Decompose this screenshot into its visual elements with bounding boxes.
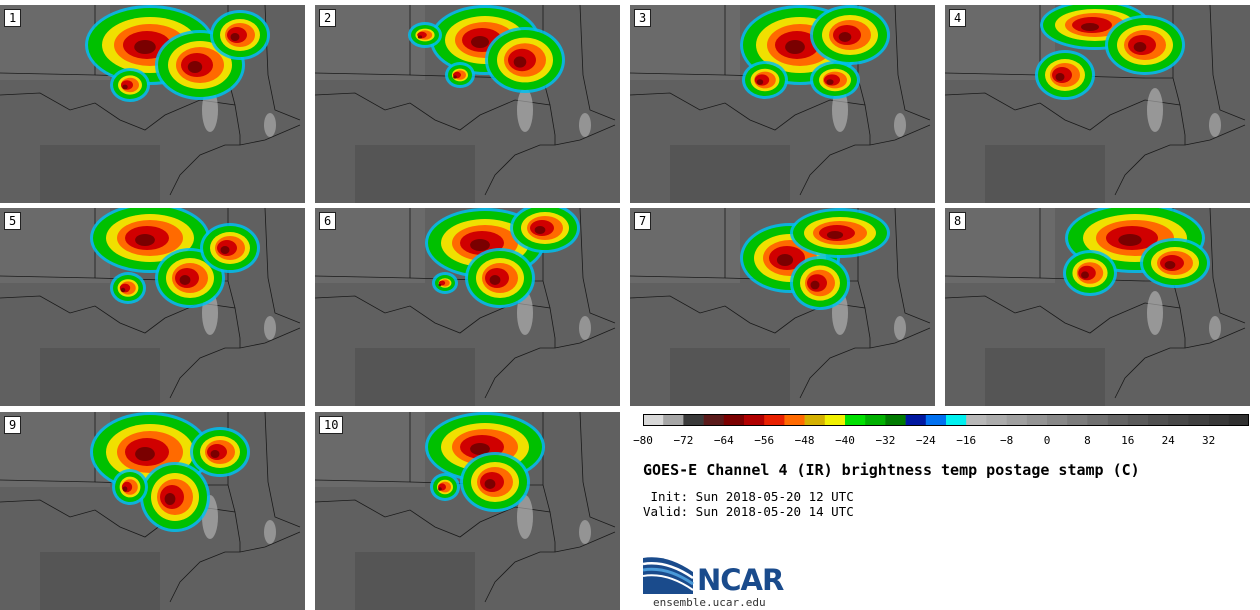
ir-satellite-map <box>315 208 620 406</box>
colorbar-swatch <box>925 414 947 426</box>
colorbar-tick-label: −32 <box>875 434 896 447</box>
colorbar-swatch <box>804 414 826 426</box>
member-number: 4 <box>949 9 967 27</box>
colorbar-swatch <box>824 414 846 426</box>
ir-satellite-map <box>630 5 935 203</box>
colorbar-tick-label: 8 <box>1084 434 1091 447</box>
colorbar-tick-label: −72 <box>673 434 694 447</box>
colorbar-swatch <box>966 414 987 426</box>
colorbar-swatch <box>865 414 886 426</box>
ensemble-member-panel: 2 <box>315 5 620 203</box>
colorbar-swatch <box>1188 414 1209 426</box>
ir-satellite-map <box>0 5 305 203</box>
colorbar-tick-label: −16 <box>956 434 977 447</box>
member-number: 2 <box>319 9 337 27</box>
colorbar-swatch <box>1208 414 1230 426</box>
colorbar-swatch <box>1006 414 1028 426</box>
colorbar-swatch <box>905 414 927 426</box>
colorbar-tick-label: −56 <box>754 434 775 447</box>
member-number: 7 <box>634 212 652 230</box>
ir-satellite-map <box>630 208 935 406</box>
figure-title: GOES-E Channel 4 (IR) brightness temp po… <box>643 461 1140 479</box>
colorbar-swatch <box>723 414 745 426</box>
ir-satellite-map <box>0 412 305 610</box>
temperature-colorbar <box>643 414 1249 426</box>
colorbar-swatch <box>1228 414 1249 426</box>
colorbar-tick-label: −40 <box>835 434 855 447</box>
ncar-logo-icon <box>643 557 694 594</box>
ensemble-member-panel: 10 <box>315 412 620 610</box>
colorbar-tick-label: 32 <box>1201 434 1216 447</box>
colorbar-swatch <box>764 414 785 426</box>
colorbar-swatch <box>845 414 866 426</box>
colorbar-swatch <box>1127 414 1149 426</box>
ensemble-member-panel: 5 <box>0 208 305 406</box>
colorbar-swatch <box>946 414 967 426</box>
colorbar-swatch <box>1148 414 1169 426</box>
colorbar-swatch <box>885 414 906 426</box>
colorbar-swatch <box>1087 414 1108 426</box>
valid-time: Valid: Sun 2018-05-20 14 UTC <box>643 504 854 519</box>
colorbar-swatch <box>663 414 684 426</box>
colorbar-tick-label: −8 <box>999 434 1014 447</box>
colorbar-swatch <box>703 414 725 426</box>
colorbar-tick-label: 16 <box>1121 434 1135 447</box>
colorbar-tick-label: 0 <box>1043 434 1051 447</box>
colorbar-tick-label: 24 <box>1161 434 1175 447</box>
ncar-logo-text: NCAR <box>697 563 784 597</box>
member-number: 8 <box>949 212 967 230</box>
colorbar-swatch <box>1067 414 1088 426</box>
colorbar-swatch <box>1026 414 1048 426</box>
colorbar-tick-label: −64 <box>713 434 734 447</box>
colorbar-tick-label: −80 <box>633 434 653 447</box>
colorbar-tick-label: −24 <box>915 434 936 447</box>
member-number: 1 <box>4 9 22 27</box>
member-number: 10 <box>319 416 344 434</box>
ir-satellite-map <box>945 208 1250 406</box>
ensemble-member-panel: 6 <box>315 208 620 406</box>
colorbar-swatch <box>744 414 765 426</box>
member-number: 5 <box>4 212 22 230</box>
member-number: 9 <box>4 416 22 434</box>
ensemble-member-panel: 1 <box>0 5 305 203</box>
ensemble-member-panel: 8 <box>945 208 1250 406</box>
ensemble-url: ensemble.ucar.edu <box>653 596 766 609</box>
colorbar-swatch <box>643 414 664 426</box>
colorbar-swatch <box>1107 414 1129 426</box>
ir-satellite-map <box>315 5 620 203</box>
ir-satellite-map <box>315 412 620 610</box>
ensemble-member-panel: 7 <box>630 208 935 406</box>
colorbar-tick-label: −48 <box>794 434 815 447</box>
colorbar-swatch <box>683 414 704 426</box>
ensemble-member-panel: 4 <box>945 5 1250 203</box>
colorbar-swatch <box>986 414 1007 426</box>
ir-satellite-map <box>0 208 305 406</box>
ensemble-member-panel: 3 <box>630 5 935 203</box>
colorbar-swatch <box>1168 414 1189 426</box>
member-number: 3 <box>634 9 652 27</box>
colorbar-swatch <box>784 414 805 426</box>
ensemble-member-panel: 9 <box>0 412 305 610</box>
ir-satellite-map <box>945 5 1250 203</box>
member-number: 6 <box>319 212 337 230</box>
colorbar-swatch <box>1047 414 1068 426</box>
init-time: Init: Sun 2018-05-20 12 UTC <box>643 489 854 504</box>
